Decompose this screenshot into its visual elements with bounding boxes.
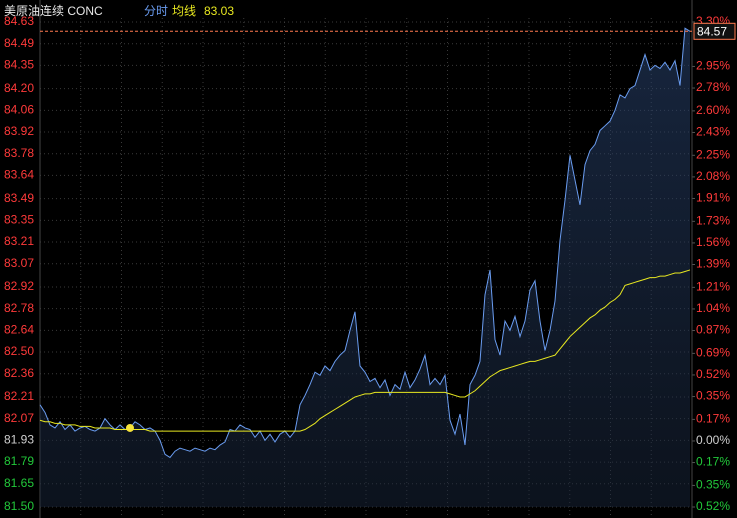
y2-tick-label: 0.17% — [696, 455, 730, 469]
y-tick-label: 83.07 — [4, 256, 34, 270]
y2-tick-label: 0.35% — [696, 478, 730, 492]
y2-tick-label: 0.00% — [696, 433, 730, 447]
y-tick-label: 83.78 — [4, 146, 34, 160]
y-tick-label: 82.07 — [4, 411, 34, 425]
y-tick-label: 81.93 — [4, 433, 34, 447]
y2-tick-label: 2.78% — [696, 80, 730, 94]
y-tick-label: 81.50 — [4, 499, 34, 513]
legend-entry: 分时 — [144, 4, 168, 18]
legend-value: 83.03 — [204, 4, 234, 18]
y2-tick-label: 2.95% — [696, 59, 730, 73]
price-line — [39, 27, 691, 459]
y2-tick-label: 0.87% — [696, 323, 730, 337]
y2-tick-label: 1.56% — [696, 235, 730, 249]
y2-tick-label: 0.52% — [696, 367, 730, 381]
y-tick-label: 84.06 — [4, 102, 34, 116]
y-tick-label: 84.63 — [4, 14, 34, 28]
y2-tick-label: 2.25% — [696, 147, 730, 161]
y-tick-label: 84.49 — [4, 36, 34, 50]
average-line — [39, 269, 691, 432]
y-tick-label: 82.50 — [4, 344, 34, 358]
highlight-point — [126, 423, 134, 432]
y-tick-label: 83.49 — [4, 191, 34, 205]
legend-entry: 均线 — [172, 4, 196, 18]
y2-tick-label: 1.04% — [696, 301, 730, 315]
y-tick-label: 81.79 — [4, 454, 34, 468]
y-tick-label: 81.65 — [4, 476, 34, 490]
y-tick-label: 82.36 — [4, 366, 34, 380]
y2-tick-label: 2.60% — [696, 103, 730, 117]
chart-title: 美原油连续 CONC — [4, 3, 103, 18]
y-tick-label: 84.20 — [4, 81, 34, 95]
last-price-label: 84.57 — [697, 24, 727, 38]
y-tick-label: 83.35 — [4, 213, 34, 227]
price-area — [40, 28, 690, 507]
last-price-box — [693, 22, 736, 40]
y-tick-label: 82.64 — [4, 323, 34, 337]
y2-tick-label: 0.52% — [696, 499, 730, 513]
y2-tick-label: 2.08% — [696, 169, 730, 183]
y2-tick-label: 2.43% — [696, 125, 730, 139]
y-tick-label: 83.21 — [4, 234, 34, 248]
y-tick-label: 82.92 — [4, 279, 34, 293]
y-tick-label: 83.92 — [4, 124, 34, 138]
y2-tick-label: 1.73% — [696, 214, 730, 228]
y-tick-label: 82.21 — [4, 389, 34, 403]
y2-tick-label: 1.21% — [696, 280, 730, 294]
y-tick-label: 83.64 — [4, 168, 34, 182]
y2-tick-label: 1.91% — [696, 191, 730, 205]
y2-tick-label: 0.35% — [696, 389, 730, 403]
y-tick-label: 82.78 — [4, 301, 34, 315]
y2-tick-label: 0.17% — [696, 412, 730, 426]
y-tick-label: 84.35 — [4, 58, 34, 72]
y2-tick-label: 0.69% — [696, 346, 730, 360]
y2-tick-label: 1.39% — [696, 257, 730, 271]
